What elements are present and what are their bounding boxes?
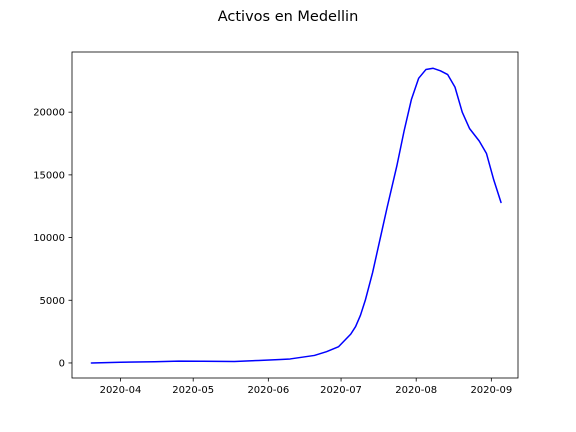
plot-background — [72, 52, 518, 378]
y-tick-label: 0 — [59, 358, 65, 369]
y-tick-label: 20000 — [33, 108, 65, 119]
axes-frame — [71, 51, 519, 379]
y-tick-label: 10000 — [33, 233, 65, 244]
ticks-layer: 2020-04 2020-05 2020-06 2020-07 2020-08 2020-… — [33, 108, 512, 396]
y-tick-label: 5000 — [40, 296, 65, 307]
x-tick-label: 2020-05 — [172, 385, 214, 396]
x-tick-label: 2020-08 — [395, 385, 437, 396]
series-line-1 — [90, 67, 502, 364]
x-tick-label: 2020-09 — [470, 385, 512, 396]
x-tick-label: 2020-07 — [320, 385, 362, 396]
axes-layer — [71, 51, 519, 379]
plot-layer — [72, 52, 518, 378]
y-tick-label: 15000 — [33, 170, 65, 181]
x-tick-label: 2020-06 — [247, 385, 289, 396]
x-tick-label: 2020-04 — [100, 385, 142, 396]
chart-title: Activos en Medellin — [218, 9, 359, 25]
series-layer — [90, 67, 502, 364]
